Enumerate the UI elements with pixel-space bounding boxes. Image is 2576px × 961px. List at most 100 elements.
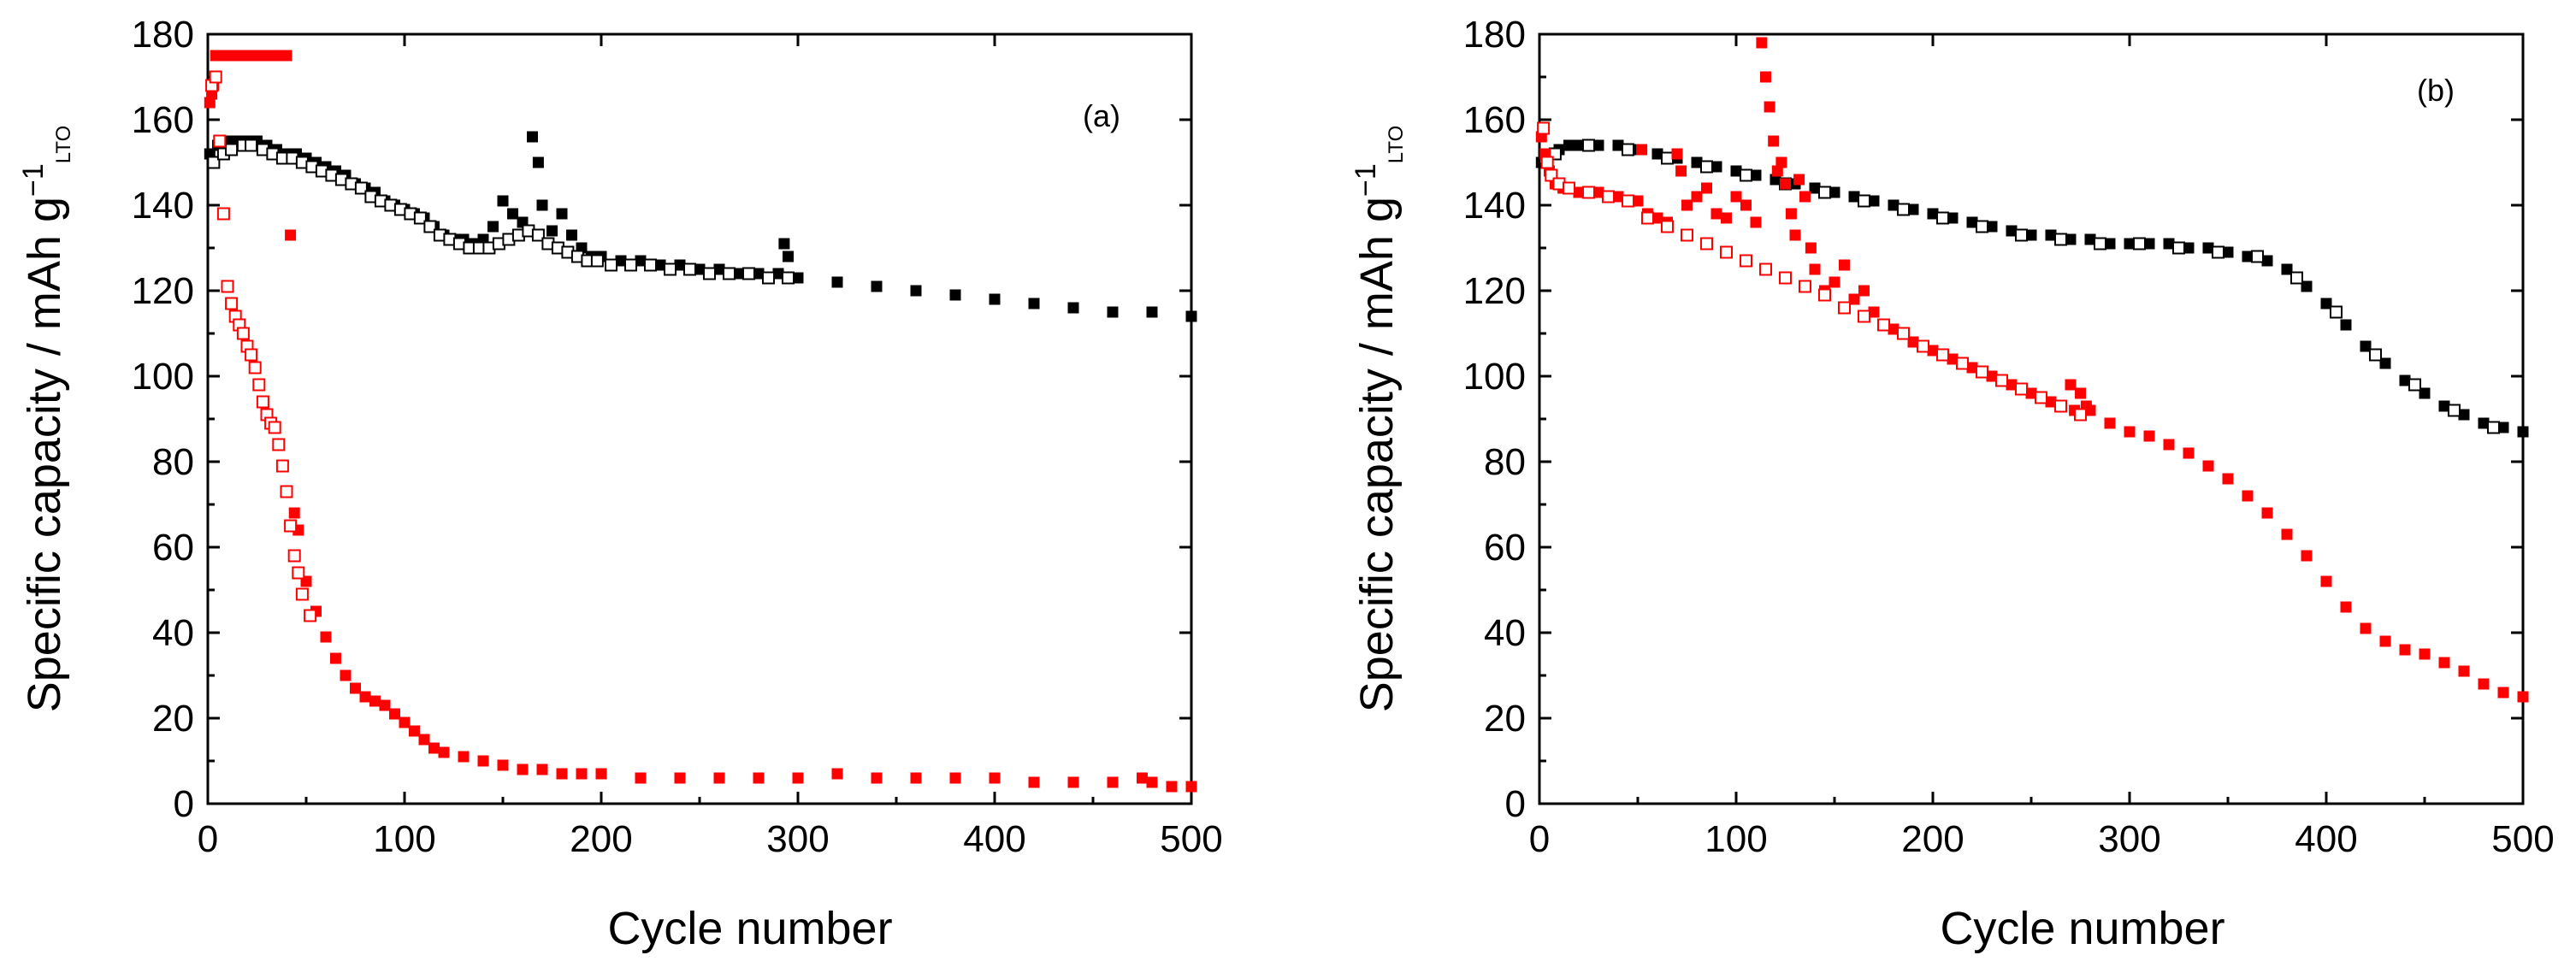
data-point xyxy=(762,271,775,285)
data-point xyxy=(1641,211,1654,225)
data-point xyxy=(1858,194,1870,208)
data-point xyxy=(1185,781,1197,793)
data-point xyxy=(359,691,371,703)
data-point xyxy=(1028,298,1040,310)
data-point xyxy=(1947,212,1959,224)
y-tick-label: 120 xyxy=(132,270,194,312)
y-tick-label: 80 xyxy=(152,441,194,483)
data-point xyxy=(1681,228,1693,242)
data-point xyxy=(2379,357,2391,369)
data-point xyxy=(204,97,216,109)
data-point xyxy=(2438,657,2450,669)
data-point xyxy=(782,271,795,285)
data-point xyxy=(871,772,883,784)
data-point xyxy=(487,221,499,233)
data-point xyxy=(1740,254,1752,268)
data-point xyxy=(2419,387,2431,399)
y-tick-label: 80 xyxy=(1484,441,1526,483)
data-point xyxy=(2487,421,2500,434)
x-tick-label: 200 xyxy=(1901,818,1964,860)
y-tick-label: 120 xyxy=(1463,270,1526,312)
data-point xyxy=(2497,687,2509,699)
data-point xyxy=(2084,404,2096,416)
y-tick-label: 20 xyxy=(1484,698,1526,740)
data-point xyxy=(2183,447,2195,459)
data-point xyxy=(664,262,676,276)
data-point xyxy=(252,378,266,392)
data-point xyxy=(792,272,804,284)
data-point xyxy=(654,259,666,271)
data-point xyxy=(2163,238,2175,250)
x-tick-label: 100 xyxy=(1705,818,1767,860)
plot-area xyxy=(204,50,1197,793)
data-point xyxy=(536,199,548,211)
data-point xyxy=(1789,229,1801,241)
data-point xyxy=(320,631,332,643)
data-point xyxy=(1730,165,1742,177)
data-point xyxy=(423,220,437,233)
data-point xyxy=(1848,191,1860,203)
data-point xyxy=(1799,191,1811,203)
data-point xyxy=(1986,221,1998,233)
series-red-charge xyxy=(204,50,1197,793)
data-point xyxy=(713,772,725,784)
data-point xyxy=(1829,186,1840,198)
data-point xyxy=(1986,370,1998,382)
data-point xyxy=(1146,776,1158,788)
data-point xyxy=(1760,71,1771,83)
data-point xyxy=(527,131,538,143)
series-red-discharge xyxy=(205,70,317,622)
y-axis-title-superscript: −1 xyxy=(1350,163,1382,197)
data-point xyxy=(2379,635,2391,647)
y-tick-label: 0 xyxy=(1505,783,1526,825)
data-point xyxy=(1780,178,1791,190)
data-point xyxy=(221,280,234,293)
data-point xyxy=(1750,169,1762,181)
data-point xyxy=(2340,601,2352,613)
data-point xyxy=(2458,665,2470,677)
data-point xyxy=(2133,237,2146,251)
data-point xyxy=(1759,262,1772,276)
data-point xyxy=(1137,772,1148,784)
data-point xyxy=(1622,194,1634,208)
x-axis-title: Cycle number xyxy=(607,903,892,954)
data-point xyxy=(2251,250,2264,263)
y-axis-title: Specific capacity / mAh g−1LTO xyxy=(1350,126,1408,713)
data-point xyxy=(379,699,391,711)
data-point xyxy=(1107,306,1119,318)
data-point xyxy=(2035,391,2047,404)
data-point xyxy=(1868,306,1880,318)
data-point xyxy=(1740,168,1752,182)
data-point xyxy=(1927,208,1939,220)
data-point xyxy=(536,763,548,775)
data-point xyxy=(547,225,558,237)
data-point xyxy=(2065,379,2077,391)
data-point xyxy=(910,772,922,784)
plot-area xyxy=(1535,37,2529,703)
y-tick-label: 60 xyxy=(1484,527,1526,569)
data-point xyxy=(2054,399,2067,413)
data-point xyxy=(1775,156,1787,168)
data-point xyxy=(458,751,470,763)
y-tick-label: 20 xyxy=(152,698,194,740)
data-point xyxy=(1691,191,1703,203)
data-point xyxy=(742,267,755,280)
y-axis-title-main: Specific capacity / mAh g xyxy=(19,197,70,712)
data-point xyxy=(1927,345,1939,357)
data-point xyxy=(1897,203,1910,216)
data-point xyxy=(1710,161,1722,173)
y-tick-label: 100 xyxy=(1463,356,1526,398)
data-point xyxy=(1720,245,1733,259)
data-point xyxy=(2084,233,2096,245)
x-axis-title: Cycle number xyxy=(1940,903,2224,954)
data-point xyxy=(1675,165,1687,177)
y-tick-label: 40 xyxy=(152,612,194,654)
data-point xyxy=(674,259,686,271)
x-tick-label: 500 xyxy=(1160,818,1222,860)
series-black-charge xyxy=(204,131,1197,322)
data-point xyxy=(1166,781,1178,793)
data-point xyxy=(1976,365,1988,379)
data-point xyxy=(694,263,706,275)
data-point xyxy=(507,208,518,220)
x-tick-label: 500 xyxy=(2491,818,2554,860)
